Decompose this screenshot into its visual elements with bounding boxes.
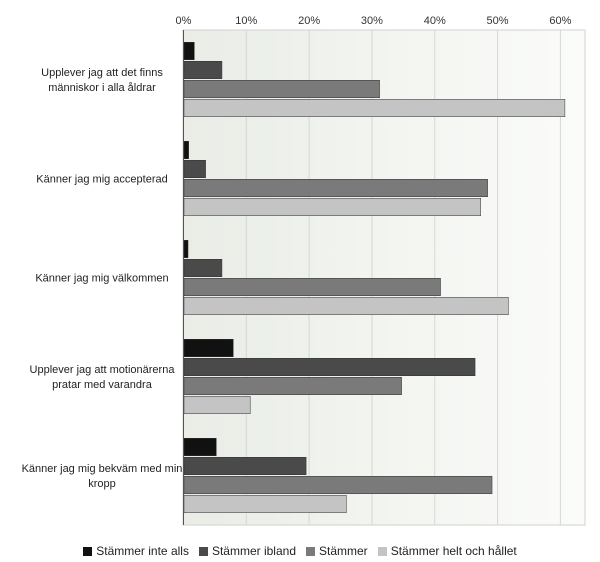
legend-label: Stämmer ibland — [211, 544, 296, 558]
legend-item-stammer-inte-alls: Stämmer inte alls — [83, 544, 189, 558]
category-label: Upplever jag att det finns människor i al… — [41, 67, 163, 94]
legend-item-stammer-helt-och-hallet: Stämmer helt och hållet — [377, 544, 517, 558]
x-tick-label: 50% — [487, 15, 509, 27]
bar — [183, 457, 307, 475]
legend-swatch — [306, 546, 315, 556]
bar — [183, 358, 476, 376]
bar — [183, 141, 189, 159]
legend-swatch — [377, 546, 387, 556]
bar — [183, 396, 251, 414]
legend-label: Stämmer inte alls — [96, 544, 189, 558]
category-label: Känner jag mig accepterad — [36, 174, 167, 186]
category-label: Känner jag mig välkommen — [35, 273, 168, 285]
bar — [183, 99, 566, 117]
x-tick-label: 60% — [549, 15, 571, 27]
bar — [183, 160, 206, 178]
bar — [183, 240, 189, 258]
bar — [183, 495, 347, 513]
bar — [183, 377, 402, 395]
bar — [183, 179, 488, 197]
x-tick-label: 30% — [361, 15, 383, 27]
category-label: Känner jag mig bekväm med min kropp — [22, 463, 183, 490]
legend-label: Stämmer helt och hållet — [390, 544, 517, 558]
bar — [183, 80, 380, 98]
bar — [183, 42, 195, 60]
x-tick-label: 20% — [298, 15, 320, 27]
legend-swatch — [83, 546, 93, 556]
bar — [183, 297, 509, 315]
x-tick-label: 40% — [424, 15, 446, 27]
legend-item-stammer: Stämmer — [306, 544, 368, 558]
bar — [183, 278, 441, 296]
bar — [183, 438, 217, 456]
bar — [183, 339, 234, 357]
legend-label: Stämmer — [319, 544, 368, 558]
x-tick-label: 0% — [176, 15, 192, 27]
x-tick-label: 10% — [235, 15, 257, 27]
legend-swatch — [198, 546, 208, 556]
legend-item-stammer-ibland: Stämmer ibland — [198, 544, 296, 558]
legend: Stämmer inte alls Stämmer ibland Stämmer… — [0, 542, 600, 560]
category-label: Upplever jag att motionärerna pratar med … — [30, 364, 176, 391]
bar — [183, 61, 223, 79]
bar — [183, 259, 223, 277]
bar — [183, 476, 493, 494]
bar — [183, 198, 481, 216]
